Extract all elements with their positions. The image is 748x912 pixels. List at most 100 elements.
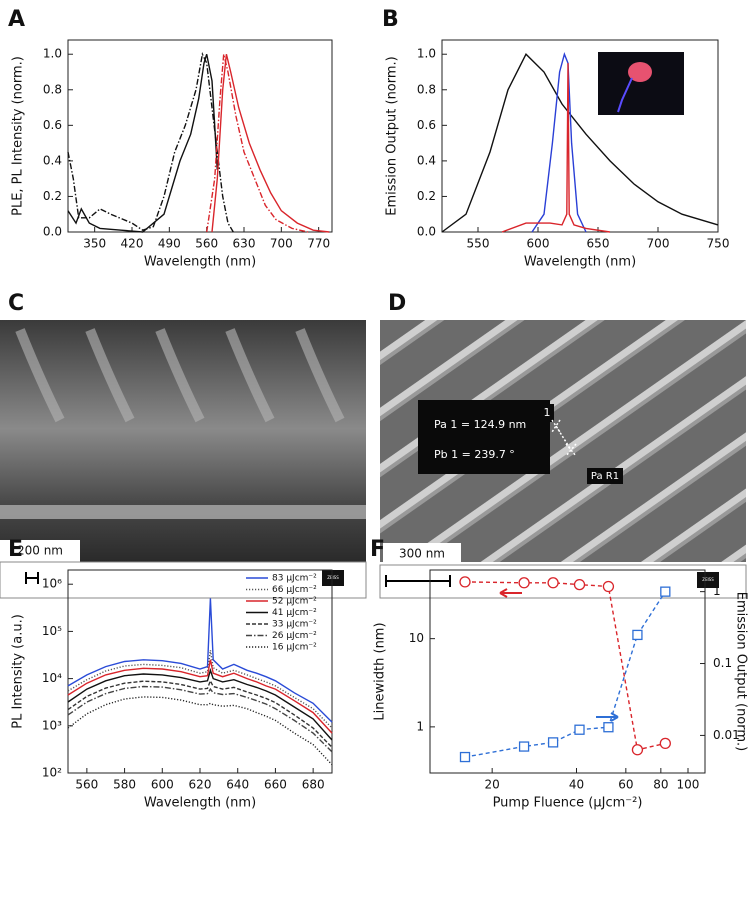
y-tick-label: 0.4 (417, 153, 436, 167)
marker (603, 722, 614, 733)
y-tick-label: 0.4 (43, 153, 62, 167)
plot-frame (67, 39, 333, 233)
x-tick-label: 80 (653, 778, 668, 792)
marker (459, 576, 471, 588)
measure-marks (551, 419, 577, 457)
x-tick-label: 650 (587, 237, 610, 251)
x-tick-label: 640 (226, 778, 249, 792)
x-tick-label: 630 (233, 237, 256, 251)
series-line (67, 679, 333, 748)
logo-box (322, 570, 344, 586)
inset-fiber (617, 77, 633, 113)
x-tick-label: 680 (302, 778, 325, 792)
marker (547, 737, 559, 748)
connector-line (464, 591, 666, 758)
marker (659, 737, 671, 750)
inset-photo (598, 52, 684, 115)
x-tick-label: 20 (485, 778, 500, 792)
marker (660, 586, 671, 597)
y-tick-label: 0.8 (43, 82, 62, 96)
x-axis-label: Wavelength (nm) (144, 796, 256, 811)
x-axis-label: Pump Fluence (μJcm⁻²) (493, 796, 643, 811)
y-tick-label: 0.0 (417, 225, 436, 239)
legend-label: 52 μJcm⁻² (272, 597, 317, 607)
y-axis-label: PL Intensity (a.u.) (11, 614, 26, 729)
sem-ridges (15, 328, 345, 423)
y-tick-label: 0.2 (43, 189, 62, 203)
x-tick-label: 580 (113, 778, 136, 792)
sem-layer (0, 505, 366, 519)
y2-axis-label: Emission Output (norm.) (734, 592, 748, 752)
legend-label: 83 μJcm⁻² (272, 574, 317, 584)
logo: ZEISS (702, 577, 714, 582)
legend-label: 41 μJcm⁻² (272, 608, 317, 618)
legend-label: 66 μJcm⁻² (272, 585, 317, 595)
marker (602, 580, 615, 593)
y-tick-label: 10⁴ (42, 671, 62, 685)
series-line (67, 598, 333, 723)
marker (518, 741, 530, 752)
marker (573, 578, 586, 591)
series-line (531, 52, 587, 233)
panel-label: D (388, 291, 406, 316)
series-line (67, 53, 218, 233)
measurement: Pa 1 = 124.9 nm (434, 418, 526, 431)
legend-label: 16 μJcm⁻² (272, 643, 317, 653)
sem-image (0, 320, 366, 562)
region-label: Pa R1 (591, 471, 619, 482)
series-line (501, 63, 611, 233)
plot-frame (429, 569, 706, 774)
marker (518, 577, 530, 589)
connector-line (464, 581, 666, 751)
x-tick-label: 620 (189, 778, 212, 792)
y-tick-label: 10³ (42, 718, 62, 732)
panel-label: C (8, 291, 24, 316)
x-tick-label: 550 (467, 237, 490, 251)
scale-box (383, 543, 461, 565)
region-box (587, 468, 623, 484)
x-tick-label: 490 (158, 237, 181, 251)
x-tick-label: 600 (151, 778, 174, 792)
legend-label: 26 μJcm⁻² (272, 631, 317, 641)
marker-box (540, 404, 554, 422)
x-tick-label: 700 (647, 237, 670, 251)
y-tick-label: 0.6 (43, 118, 62, 132)
series-line (67, 685, 333, 753)
logo-box (697, 572, 719, 588)
scale-bar (385, 575, 451, 587)
logo: ZEISS (327, 575, 339, 580)
panel-label: B (382, 7, 399, 32)
y-tick-label: 0.2 (417, 189, 436, 203)
series-line (67, 659, 333, 734)
inset-glow (628, 62, 652, 82)
scale-label: 300 nm (399, 547, 445, 561)
x-tick-label: 600 (527, 237, 550, 251)
series-line (211, 54, 330, 233)
x-tick-label: 350 (83, 237, 106, 251)
scale-bar (25, 572, 39, 584)
series-line (441, 53, 719, 233)
y-axis-label: Linewidth (nm) (373, 622, 388, 720)
panel-label: A (8, 7, 25, 32)
y-tick-label: 10⁵ (42, 624, 62, 638)
x-tick-label: 750 (707, 237, 730, 251)
panel-label: E (8, 537, 23, 562)
series-line (206, 54, 309, 233)
measurement: Pb 1 = 239.7 ° (434, 448, 515, 461)
scale-label: 200 nm (17, 544, 63, 558)
panel-label: F (370, 537, 385, 562)
y-tick-label: 0.0 (43, 225, 62, 239)
x-tick-label: 700 (270, 237, 293, 251)
x-tick-label: 100 (677, 778, 700, 792)
marker (632, 629, 643, 641)
y-tick-label: 0.6 (417, 118, 436, 132)
y-tick-label: 1 (416, 719, 424, 733)
x-tick-label: 40 (569, 778, 584, 792)
y-tick-label: 10⁶ (42, 577, 62, 591)
axis-arrow (596, 712, 619, 722)
x-tick-label: 770 (307, 237, 330, 251)
legend-label: 33 μJcm⁻² (272, 620, 317, 630)
y2-tick-label: 0.1 (713, 656, 732, 670)
